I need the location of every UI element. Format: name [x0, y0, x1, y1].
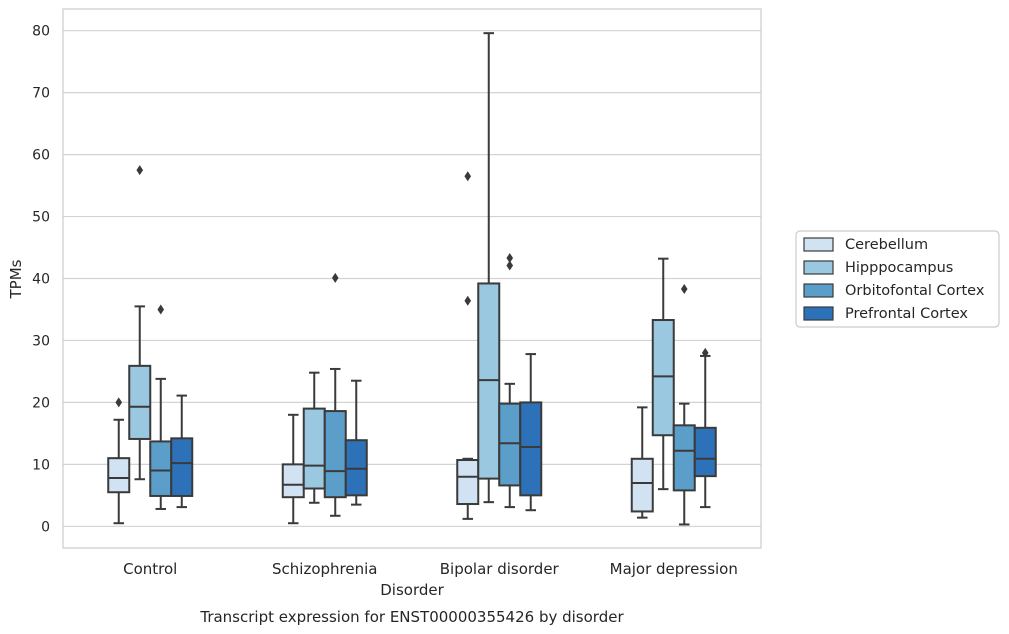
box-iqr — [630, 457, 654, 513]
box-orbitofontal-cortex-2 — [498, 253, 522, 509]
outlier-point — [506, 253, 514, 264]
plot-frame — [62, 8, 762, 549]
x-axis-label: Disorder — [380, 581, 444, 599]
box-iqr — [519, 401, 543, 497]
box-cerebellum-0 — [107, 397, 131, 525]
legend-swatch — [803, 260, 834, 275]
x-tick-label: Major depression — [610, 560, 738, 578]
box-iqr — [456, 459, 480, 506]
box-iqr — [651, 319, 675, 437]
box-hipppocampus-2 — [477, 32, 501, 504]
y-tick-label: 0 — [41, 519, 50, 535]
box-iqr — [498, 402, 522, 487]
y-tick-label: 70 — [32, 86, 50, 102]
y-tick-label: 80 — [32, 24, 50, 40]
box-series — [107, 32, 717, 526]
legend-swatch — [803, 283, 834, 298]
box-cerebellum-2 — [456, 171, 480, 520]
box-iqr — [107, 457, 131, 494]
y-axis-label: TPMs — [7, 259, 25, 299]
box-cerebellum-1 — [281, 413, 305, 525]
outlier-point — [115, 397, 123, 408]
outlier-point — [506, 260, 514, 271]
legend-swatch — [803, 306, 834, 321]
legend-entry: Cerebellum — [845, 237, 928, 253]
outlier-point — [157, 304, 165, 315]
box-prefrontal-cortex-1 — [344, 379, 368, 506]
box-iqr — [149, 440, 173, 497]
legend-frame — [795, 230, 1000, 328]
outlier-point — [331, 272, 339, 283]
y-tick-label: 10 — [32, 457, 50, 473]
box-cerebellum-3 — [630, 406, 654, 519]
box-hipppocampus-0 — [128, 165, 152, 481]
legend-entry: Prefrontal Cortex — [845, 306, 968, 322]
box-hipppocampus-3 — [651, 257, 675, 491]
x-tick-labels: Control Schizophrenia Bipolar disorder Majo… — [123, 560, 738, 578]
box-prefrontal-cortex-3 — [693, 347, 717, 509]
x-tick-label: Control — [123, 560, 177, 578]
legend-entry: Orbitofontal Cortex — [845, 283, 985, 299]
y-tick-label: 40 — [32, 272, 50, 288]
box-orbitofontal-cortex-1 — [323, 272, 347, 517]
x-tick-label: Bipolar disorder — [440, 560, 560, 578]
box-orbitofontal-cortex-0 — [149, 304, 173, 510]
box-iqr — [672, 424, 696, 492]
y-tick-label: 30 — [32, 333, 50, 349]
legend-entry: Hipppocampus — [845, 260, 953, 276]
legend-swatch — [803, 237, 834, 252]
outlier-point — [464, 295, 472, 306]
box-prefrontal-cortex-2 — [519, 353, 543, 512]
box-iqr — [170, 437, 194, 497]
y-tick-labels: 0 10 20 30 40 50 60 70 80 — [32, 24, 50, 536]
legend: Cerebellum Hipppocampus Orbitofontal Corte… — [795, 230, 1000, 328]
box-iqr — [128, 364, 152, 440]
box-orbitofontal-cortex-3 — [672, 284, 696, 526]
box-iqr — [302, 407, 326, 490]
box-hipppocampus-1 — [302, 371, 326, 504]
outlier-point — [464, 171, 472, 182]
outlier-point — [136, 165, 144, 176]
box-iqr — [281, 463, 305, 499]
outlier-point — [680, 284, 688, 295]
y-tick-label: 20 — [32, 395, 50, 411]
y-tick-label: 60 — [32, 148, 50, 164]
y-tick-label: 50 — [32, 210, 50, 226]
x-tick-label: Schizophrenia — [272, 560, 377, 578]
box-iqr — [693, 426, 717, 478]
box-iqr — [323, 410, 347, 499]
chart-caption: Transcript expression for ENST0000035542… — [199, 608, 624, 626]
outlier-point — [701, 347, 709, 358]
box-prefrontal-cortex-0 — [170, 394, 194, 509]
